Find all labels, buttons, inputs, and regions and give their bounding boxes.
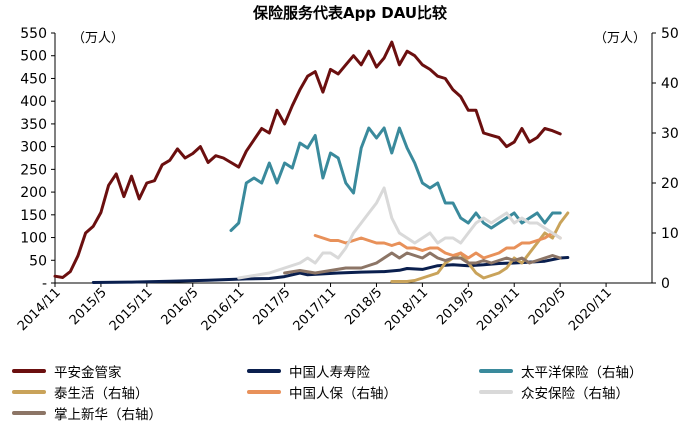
right-tick-label: 40 bbox=[661, 76, 679, 92]
legend-swatch bbox=[12, 390, 46, 394]
legend-swatch bbox=[12, 411, 46, 415]
legend-label: 太平洋保险（右轴） bbox=[521, 365, 643, 381]
left-tick-label: 250 bbox=[20, 162, 47, 178]
legend-item: 泰生活（右轴） bbox=[12, 382, 149, 402]
left-tick-label: - bbox=[42, 276, 47, 292]
right-tick-label: 10 bbox=[661, 226, 679, 242]
left-axis-unit: （万人） bbox=[72, 31, 125, 46]
legend-item: 中国人寿寿险 bbox=[247, 361, 370, 381]
x-tick-label: 2015/11 bbox=[107, 285, 156, 334]
legend-swatch bbox=[12, 369, 46, 373]
x-tick-label: 2017/5 bbox=[250, 285, 293, 328]
legend-item: 太平洋保险（右轴） bbox=[479, 361, 643, 381]
legend-item: 众安保险（右轴） bbox=[479, 382, 629, 402]
legend-label: 平安金管家 bbox=[54, 365, 122, 381]
legend-swatch bbox=[479, 369, 513, 373]
legend-swatch bbox=[247, 390, 281, 394]
chart-title: 保险服务代表App DAU比较 bbox=[252, 4, 448, 22]
x-tick-label: 2014/11 bbox=[15, 285, 64, 334]
right-tick-label: 20 bbox=[661, 176, 679, 192]
left-tick-label: 500 bbox=[20, 49, 47, 65]
series-line-4 bbox=[390, 211, 570, 283]
legend-swatch bbox=[479, 390, 513, 394]
legend-label: 掌上新华（右轴） bbox=[54, 407, 162, 423]
left-tick-label: 450 bbox=[20, 71, 47, 87]
legend-label: 中国人保（右轴） bbox=[289, 386, 397, 402]
legend-swatch bbox=[247, 369, 281, 373]
dau-line-chart: - 50 100 150 200 250 300 350 400 450 500 550 0 10 20 30… bbox=[15, 26, 679, 334]
x-tick-label: 2018/5 bbox=[342, 285, 385, 328]
left-tick-label: 300 bbox=[20, 140, 47, 156]
legend-item: 中国人保（右轴） bbox=[247, 382, 397, 402]
legend-label: 泰生活（右轴） bbox=[54, 386, 149, 402]
left-tick-label: 150 bbox=[20, 208, 47, 224]
x-tick-label: 2020/11 bbox=[566, 285, 615, 334]
legend-label: 众安保险（右轴） bbox=[521, 386, 629, 402]
x-tick-label: 2019/11 bbox=[474, 285, 523, 334]
left-tick-label: 100 bbox=[20, 231, 47, 247]
left-tick-label: 400 bbox=[20, 94, 47, 110]
series-line-3 bbox=[229, 126, 562, 232]
x-tick-label: 2015/5 bbox=[67, 285, 110, 328]
left-tick-label: 50 bbox=[29, 253, 47, 269]
left-tick-label: 200 bbox=[20, 185, 47, 201]
legend-item: 掌上新华（右轴） bbox=[12, 403, 162, 423]
series-line-1 bbox=[53, 40, 562, 279]
x-tick-label: 2020/5 bbox=[526, 285, 569, 328]
right-tick-label: 50 bbox=[661, 26, 679, 42]
series-line-6 bbox=[237, 186, 562, 280]
series-line-5 bbox=[313, 231, 562, 260]
x-tick-label: 2017/11 bbox=[291, 285, 340, 334]
legend-label: 中国人寿寿险 bbox=[289, 365, 370, 381]
left-tick-label: 350 bbox=[20, 117, 47, 133]
right-tick-label: 30 bbox=[661, 126, 679, 142]
right-tick-label: 0 bbox=[661, 276, 670, 292]
series-line-7 bbox=[283, 251, 562, 275]
legend-item: 平安金管家 bbox=[12, 361, 122, 381]
left-tick-label: 550 bbox=[20, 26, 47, 42]
x-tick-label: 2018/11 bbox=[382, 285, 431, 334]
x-tick-label: 2016/5 bbox=[159, 285, 202, 328]
x-tick-label: 2016/11 bbox=[199, 285, 248, 334]
right-axis-unit: （万人） bbox=[594, 31, 647, 46]
x-tick-label: 2019/5 bbox=[434, 285, 477, 328]
